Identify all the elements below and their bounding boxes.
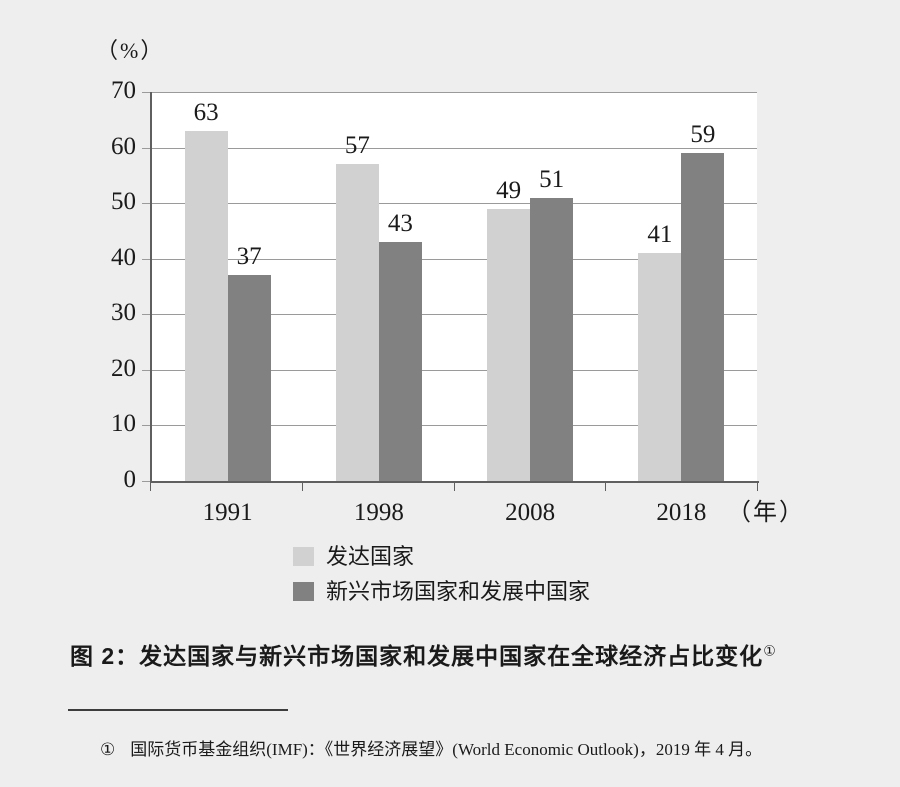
y-axis-unit-label: （%）	[96, 38, 165, 63]
x-tick-mark	[605, 483, 607, 491]
bar-value-label: 51	[539, 165, 565, 193]
y-tick-label: 40	[111, 243, 136, 271]
x-tick-mark	[150, 483, 151, 491]
legend-swatch	[293, 547, 314, 566]
gridline	[152, 314, 757, 316]
y-tick-mark	[142, 258, 152, 260]
footnote: ① 国际货币基金组织(IMF)：《世界经济展望》(World Economic O…	[100, 735, 762, 760]
y-tick-mark	[142, 203, 152, 205]
y-tick-label: 70	[111, 77, 136, 104]
y-tick-label: 10	[111, 410, 136, 438]
caption-footnote-ref: ①	[763, 642, 777, 659]
legend-row-1: 新兴市场国家和发展中国家	[293, 579, 590, 604]
x-tick-label: 1991	[202, 499, 253, 526]
gridline	[152, 425, 757, 427]
y-tick-label: 0	[123, 466, 137, 493]
bar-s1-c1	[378, 242, 422, 481]
x-tick-label: 2018	[656, 499, 707, 526]
bar-value-label: 37	[236, 243, 262, 271]
legend-swatch	[293, 582, 314, 601]
y-tick-mark	[142, 481, 152, 482]
bar-value-label: 59	[690, 121, 716, 149]
gridline	[152, 147, 757, 149]
x-tick-mark	[453, 483, 455, 491]
footnote-text: 国际货币基金组织(IMF)：《世界经济展望》(World Economic Ou…	[130, 740, 763, 759]
bar-s1-c0	[227, 275, 271, 481]
y-axis-line	[150, 92, 152, 483]
gridline	[152, 203, 757, 205]
gridline	[152, 258, 757, 260]
bar-s0-c0	[184, 130, 228, 481]
footnote-divider	[68, 709, 288, 711]
bar-s1-c2	[530, 197, 574, 481]
bar-s0-c1	[335, 164, 379, 481]
x-axis-line	[150, 481, 759, 483]
bar-s0-c3	[638, 253, 682, 481]
y-tick-label: 50	[111, 188, 136, 216]
bar-value-label: 49	[496, 176, 522, 204]
y-tick-label: 60	[111, 132, 136, 160]
legend-label: 新兴市场国家和发展中国家	[326, 579, 591, 604]
gridline	[152, 369, 757, 371]
caption-text: 图 2：发达国家与新兴市场国家和发展中国家在全球经济占比变化	[70, 643, 764, 669]
x-tick-mark	[757, 483, 758, 491]
bar-s1-c3	[681, 153, 725, 481]
y-tick-label: 30	[111, 299, 136, 327]
x-axis-unit-label: （年）	[727, 500, 805, 526]
x-tick-mark	[301, 483, 303, 491]
x-tick-label: 1998	[353, 499, 404, 526]
figure-caption: 图 2：发达国家与新兴市场国家和发展中国家在全球经济占比变化①	[70, 637, 777, 671]
gridline	[152, 92, 757, 93]
y-tick-label: 20	[111, 354, 136, 382]
bar-value-label: 43	[387, 210, 413, 238]
bar-s0-c2	[487, 208, 531, 481]
y-tick-mark	[142, 92, 152, 93]
bar-value-label: 41	[647, 221, 673, 249]
y-tick-mark	[142, 147, 152, 149]
bar-value-label: 57	[344, 132, 370, 160]
legend-row-0: 发达国家	[293, 544, 590, 569]
bar-value-label: 63	[193, 98, 219, 126]
legend-label: 发达国家	[326, 544, 415, 569]
y-tick-mark	[142, 314, 152, 316]
y-tick-mark	[142, 369, 152, 371]
footnote-marker: ①	[100, 740, 116, 759]
x-tick-label: 2008	[505, 499, 556, 526]
chart-legend: 发达国家新兴市场国家和发展中国家	[293, 544, 590, 614]
y-tick-mark	[142, 425, 152, 427]
